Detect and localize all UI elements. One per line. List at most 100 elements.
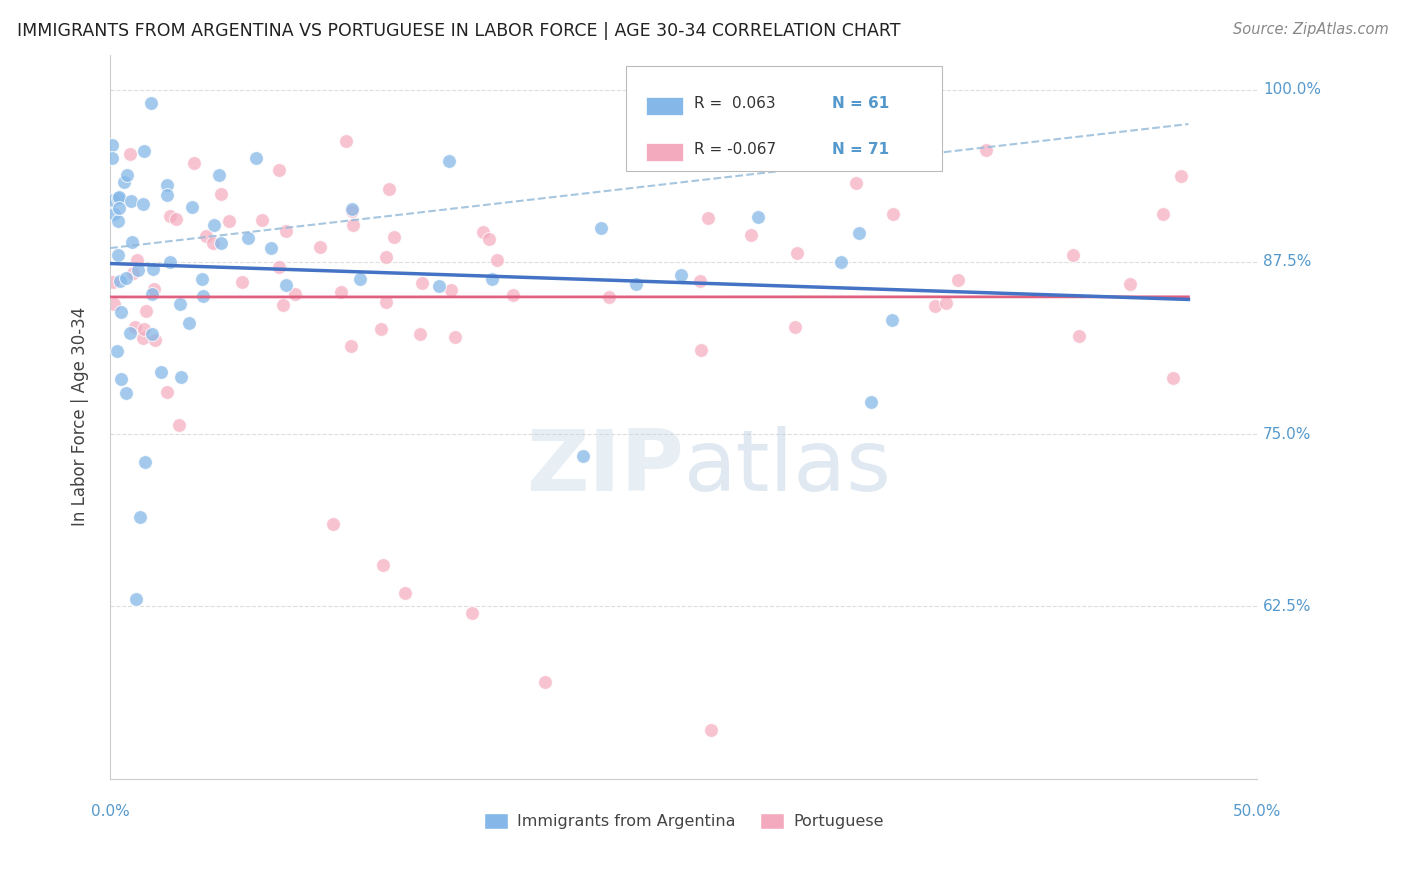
Point xyxy=(1069,329,1091,343)
Point xyxy=(427,279,450,293)
Point xyxy=(626,277,648,291)
Point xyxy=(747,210,769,224)
Point xyxy=(107,248,129,262)
Point xyxy=(134,144,156,158)
Point xyxy=(108,190,131,204)
Point xyxy=(700,723,723,738)
Point xyxy=(1152,207,1174,221)
Legend: Immigrants from Argentina, Portuguese: Immigrants from Argentina, Portuguese xyxy=(477,806,890,836)
Point xyxy=(378,182,401,196)
Point xyxy=(342,219,364,233)
Point xyxy=(461,606,484,620)
Point xyxy=(132,331,155,345)
Point xyxy=(339,339,361,353)
Point xyxy=(101,193,124,207)
Point xyxy=(132,197,155,211)
Text: N = 61: N = 61 xyxy=(831,96,889,112)
Point xyxy=(156,188,179,202)
Point xyxy=(115,169,138,183)
Text: R =  0.063: R = 0.063 xyxy=(695,96,776,112)
Point xyxy=(946,272,969,286)
Point xyxy=(103,275,125,289)
Point xyxy=(786,245,808,260)
Point xyxy=(156,385,179,400)
Text: 50.0%: 50.0% xyxy=(1233,804,1281,819)
Point xyxy=(271,298,294,312)
Text: 62.5%: 62.5% xyxy=(1263,599,1312,614)
Point xyxy=(141,96,163,111)
Point xyxy=(329,285,352,299)
Point xyxy=(690,343,713,357)
Point xyxy=(169,370,191,384)
Point xyxy=(101,137,124,152)
Point xyxy=(194,229,217,244)
Point xyxy=(478,231,501,245)
Point xyxy=(183,156,205,170)
Point xyxy=(440,284,463,298)
Point xyxy=(374,250,396,264)
Point xyxy=(882,313,904,327)
Point xyxy=(141,326,163,341)
Point xyxy=(155,178,177,192)
Point xyxy=(571,449,593,463)
Point xyxy=(267,163,290,178)
Point xyxy=(444,330,467,344)
Text: Source: ZipAtlas.com: Source: ZipAtlas.com xyxy=(1233,22,1389,37)
Point xyxy=(191,288,214,302)
Point xyxy=(169,297,191,311)
Point xyxy=(924,299,946,313)
Point xyxy=(1170,169,1192,184)
Text: 87.5%: 87.5% xyxy=(1263,254,1312,269)
Point xyxy=(105,343,128,358)
Point xyxy=(591,221,613,235)
Text: R = -0.067: R = -0.067 xyxy=(695,142,776,157)
Point xyxy=(103,297,125,311)
Text: 0.0%: 0.0% xyxy=(91,804,129,819)
Point xyxy=(110,305,132,319)
Point xyxy=(274,277,297,292)
Point xyxy=(382,230,405,244)
Point xyxy=(120,194,142,209)
Point xyxy=(159,209,181,223)
Point xyxy=(177,316,200,330)
Point xyxy=(209,186,232,201)
Point xyxy=(274,224,297,238)
Point xyxy=(1062,248,1084,262)
Point xyxy=(127,263,149,277)
FancyBboxPatch shape xyxy=(645,143,682,161)
Point xyxy=(830,255,852,269)
Point xyxy=(848,226,870,240)
Point xyxy=(481,272,503,286)
Text: atlas: atlas xyxy=(683,426,891,509)
Point xyxy=(472,225,495,239)
Point xyxy=(125,592,148,607)
Point xyxy=(128,509,150,524)
Point xyxy=(250,213,273,227)
Point xyxy=(785,320,807,334)
Point xyxy=(202,235,225,250)
Point xyxy=(394,585,416,599)
Point xyxy=(115,385,138,400)
Point xyxy=(135,303,157,318)
Point xyxy=(115,271,138,285)
Point xyxy=(1161,371,1184,385)
Point xyxy=(122,266,145,280)
Point xyxy=(142,261,165,276)
Point xyxy=(598,290,620,304)
Point xyxy=(181,200,204,214)
Text: 100.0%: 100.0% xyxy=(1263,82,1322,97)
Point xyxy=(112,175,135,189)
Text: IMMIGRANTS FROM ARGENTINA VS PORTUGUESE IN LABOR FORCE | AGE 30-34 CORRELATION C: IMMIGRANTS FROM ARGENTINA VS PORTUGUESE … xyxy=(17,22,900,40)
Point xyxy=(231,275,253,289)
Point xyxy=(845,176,868,190)
Point xyxy=(125,253,148,268)
Text: ZIP: ZIP xyxy=(526,426,683,509)
Point xyxy=(134,455,156,469)
Point xyxy=(342,203,364,218)
Point xyxy=(669,268,692,282)
Point xyxy=(284,286,307,301)
Text: N = 71: N = 71 xyxy=(831,142,889,157)
Point xyxy=(209,236,232,251)
Point xyxy=(502,287,524,301)
Point xyxy=(159,255,181,269)
